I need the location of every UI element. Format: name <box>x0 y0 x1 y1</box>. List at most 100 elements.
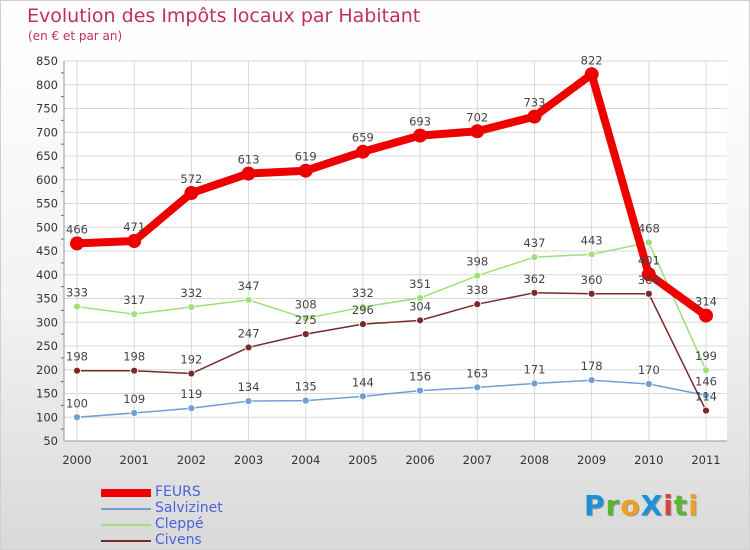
legend-swatch <box>101 508 151 510</box>
logo-letter: i <box>688 489 699 522</box>
data-label: 332 <box>180 286 202 300</box>
data-point <box>416 294 424 302</box>
data-label: 134 <box>238 380 260 394</box>
legend-label: FEURS <box>155 484 201 500</box>
data-point <box>644 380 653 388</box>
series-line-civens <box>76 292 707 412</box>
data-point <box>301 314 310 323</box>
data-label: 362 <box>523 272 545 286</box>
x-tick-label: 2000 <box>62 453 91 467</box>
data-point <box>473 383 482 392</box>
y-tick-label: 200 <box>36 363 58 377</box>
data-label: 144 <box>352 375 374 389</box>
data-label: 156 <box>409 370 431 384</box>
data-point <box>473 271 482 280</box>
data-point <box>73 413 81 422</box>
data-point <box>127 234 142 249</box>
data-point <box>584 67 599 82</box>
data-label: 178 <box>581 359 603 373</box>
data-point <box>355 144 370 159</box>
y-tick-label: 500 <box>36 220 58 234</box>
data-label: 466 <box>66 222 88 236</box>
data-point <box>699 308 713 323</box>
data-point <box>301 396 310 405</box>
data-point <box>187 369 196 378</box>
data-label: 308 <box>295 297 317 311</box>
data-label: 360 <box>581 273 603 287</box>
data-point <box>413 128 428 143</box>
data-label: 198 <box>66 350 88 364</box>
legend: FEURS Salvizinet Cleppé Civens <box>101 484 301 549</box>
chart-subtitle: (en € et par an) <box>28 29 123 43</box>
data-label: 822 <box>581 53 603 67</box>
logo-letter: X <box>640 489 664 522</box>
logo-letter: t <box>673 489 689 522</box>
data-label: 192 <box>180 353 202 367</box>
data-point <box>702 406 710 415</box>
data-point <box>416 386 424 395</box>
y-tick-label: 450 <box>36 244 58 258</box>
data-label: 332 <box>352 286 374 300</box>
y-tick-label: 300 <box>36 315 58 329</box>
data-point <box>130 409 139 417</box>
x-tick-label: 2001 <box>120 453 149 467</box>
data-label: 275 <box>295 313 317 327</box>
data-point <box>359 392 367 401</box>
legend-swatch <box>101 540 151 542</box>
series-line-cleppé <box>76 241 707 371</box>
data-label: 613 <box>238 153 260 167</box>
data-label: 100 <box>66 396 88 410</box>
data-label: 296 <box>352 303 374 317</box>
data-point <box>359 320 367 329</box>
data-point <box>473 300 482 309</box>
y-tick-label: 150 <box>36 387 58 401</box>
y-tick-label: 400 <box>36 268 58 282</box>
data-point <box>187 303 196 311</box>
data-point <box>530 253 539 262</box>
data-point <box>244 397 253 406</box>
logo-letter: r <box>605 489 621 522</box>
data-label: 199 <box>695 349 717 363</box>
data-label: 360 <box>638 273 660 287</box>
x-tick-label: 2004 <box>291 453 320 467</box>
data-label: 135 <box>295 380 317 394</box>
data-label: 659 <box>352 131 374 145</box>
x-tick-label: 2006 <box>405 453 434 467</box>
y-tick-label: 650 <box>36 149 58 163</box>
logo-letter: i <box>663 489 674 522</box>
legend-item: Civens <box>101 532 301 549</box>
legend-swatch <box>101 524 151 526</box>
data-label: 170 <box>638 363 660 377</box>
logo-letter: o <box>620 489 641 522</box>
data-point <box>416 316 424 325</box>
data-label: 351 <box>409 277 431 291</box>
logo-letter: P <box>584 489 606 522</box>
data-label: 317 <box>123 293 145 307</box>
y-tick-label: 750 <box>36 102 58 116</box>
y-tick-label: 550 <box>36 197 58 211</box>
data-label: 437 <box>523 236 545 250</box>
data-label: 314 <box>695 295 717 309</box>
x-tick-label: 2002 <box>177 453 206 467</box>
x-tick-label: 2009 <box>577 453 606 467</box>
data-label: 198 <box>123 350 145 364</box>
y-tick-label: 850 <box>36 54 58 68</box>
data-point <box>702 391 710 400</box>
legend-label: Cleppé <box>155 516 204 532</box>
legend-item: Cleppé <box>101 516 301 533</box>
data-label: 471 <box>123 220 145 234</box>
legend-item: FEURS <box>101 484 301 501</box>
data-point <box>244 343 253 352</box>
data-point <box>587 289 596 298</box>
legend-label: Salvizinet <box>155 500 223 516</box>
data-point <box>530 379 539 388</box>
data-label: 338 <box>466 283 488 297</box>
data-point <box>587 376 596 385</box>
x-tick-label: 2008 <box>520 453 549 467</box>
data-point <box>70 236 84 251</box>
data-point <box>301 330 310 339</box>
data-point <box>527 109 542 124</box>
data-label: 572 <box>180 172 202 186</box>
